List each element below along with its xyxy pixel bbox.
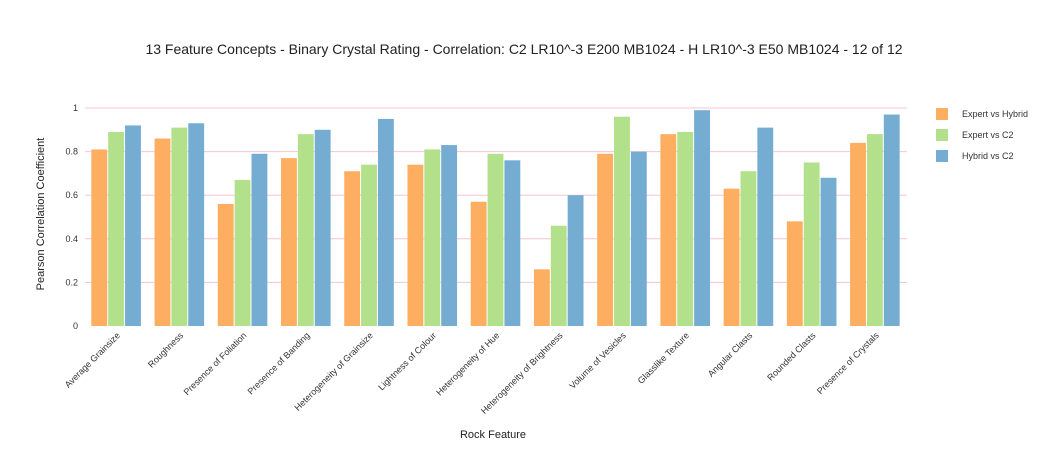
bar-expert-vs-hybrid[interactable] bbox=[470, 201, 487, 326]
x-tick-label: Average Grainsize bbox=[63, 330, 122, 389]
x-tick-label: Heterogeneity of Hue bbox=[434, 330, 501, 397]
legend-swatch[interactable] bbox=[936, 150, 948, 162]
bar-expert-vs-hybrid[interactable] bbox=[660, 134, 677, 326]
legend-label[interactable]: Expert vs C2 bbox=[962, 130, 1014, 140]
bar-hybrid-vs-c2[interactable] bbox=[441, 145, 458, 326]
y-tick-label: 0.6 bbox=[65, 190, 78, 200]
chart-title: 13 Feature Concepts - Binary Crystal Rat… bbox=[145, 41, 902, 57]
bar-expert-vs-c2[interactable] bbox=[424, 149, 441, 326]
bar-expert-vs-c2[interactable] bbox=[297, 134, 314, 326]
x-tick-label: Angular Clasts bbox=[706, 330, 755, 379]
y-tick-label: 1 bbox=[73, 103, 78, 113]
x-tick-label: Roughness bbox=[146, 330, 186, 370]
x-tick-label: Lightness of Colour bbox=[376, 330, 438, 392]
bar-expert-vs-c2[interactable] bbox=[108, 131, 125, 326]
legend-swatch[interactable] bbox=[936, 129, 948, 141]
bar-expert-vs-hybrid[interactable] bbox=[533, 269, 550, 326]
bar-expert-vs-hybrid[interactable] bbox=[850, 142, 866, 326]
bar-expert-vs-c2[interactable] bbox=[361, 164, 377, 326]
bar-expert-vs-c2[interactable] bbox=[234, 179, 251, 326]
bars bbox=[91, 110, 900, 327]
bar-expert-vs-c2[interactable] bbox=[740, 171, 757, 326]
bar-hybrid-vs-c2[interactable] bbox=[504, 160, 521, 326]
y-tick-label: 0.2 bbox=[65, 277, 78, 287]
bar-expert-vs-hybrid[interactable] bbox=[91, 149, 108, 326]
bar-expert-vs-hybrid[interactable] bbox=[597, 153, 614, 326]
x-tick-label: Presence of Banding bbox=[246, 330, 312, 396]
legend-swatch[interactable] bbox=[936, 108, 948, 120]
bar-hybrid-vs-c2[interactable] bbox=[630, 151, 647, 326]
x-tick-label: Volume of Vesicles bbox=[567, 330, 628, 391]
bar-hybrid-vs-c2[interactable] bbox=[314, 129, 331, 326]
y-axis-title: Pearson Correlation Coefficient bbox=[35, 138, 47, 291]
x-tick-label: Glasslike Texture bbox=[636, 330, 691, 385]
bar-hybrid-vs-c2[interactable] bbox=[251, 153, 268, 326]
bar-expert-vs-c2[interactable] bbox=[866, 134, 883, 326]
legend-label[interactable]: Hybrid vs C2 bbox=[962, 151, 1014, 161]
bar-hybrid-vs-c2[interactable] bbox=[125, 125, 141, 326]
bar-expert-vs-c2[interactable] bbox=[677, 131, 694, 326]
y-tick-label: 0 bbox=[73, 321, 78, 331]
bar-expert-vs-hybrid[interactable] bbox=[407, 164, 424, 326]
x-tick-label: Presence of Foliation bbox=[182, 330, 249, 397]
bar-hybrid-vs-c2[interactable] bbox=[757, 127, 774, 327]
bar-hybrid-vs-c2[interactable] bbox=[188, 123, 205, 326]
bar-hybrid-vs-c2[interactable] bbox=[820, 177, 837, 326]
bar-expert-vs-hybrid[interactable] bbox=[723, 188, 740, 326]
bar-expert-vs-c2[interactable] bbox=[171, 127, 188, 327]
bar-expert-vs-hybrid[interactable] bbox=[217, 203, 234, 326]
bar-expert-vs-c2[interactable] bbox=[803, 162, 820, 327]
legend[interactable]: Expert vs Hybrid Expert vs C2 Hybrid vs C2 bbox=[936, 108, 1028, 162]
bar-expert-vs-hybrid[interactable] bbox=[344, 171, 361, 326]
legend-label[interactable]: Expert vs Hybrid bbox=[962, 109, 1028, 119]
x-tick-label: Presence of Crystals bbox=[815, 330, 881, 396]
bar-hybrid-vs-c2[interactable] bbox=[883, 114, 900, 326]
bar-expert-vs-hybrid[interactable] bbox=[154, 138, 171, 326]
bar-expert-vs-hybrid[interactable] bbox=[281, 158, 297, 326]
y-tick-label: 0.4 bbox=[65, 234, 78, 244]
x-axis-title: Rock Feature bbox=[460, 429, 526, 441]
y-axis-ticks: 0 0.2 0.4 0.6 0.8 1 bbox=[65, 103, 78, 331]
bar-expert-vs-c2[interactable] bbox=[614, 116, 630, 326]
bar-expert-vs-hybrid[interactable] bbox=[786, 221, 803, 326]
bar-hybrid-vs-c2[interactable] bbox=[377, 118, 394, 327]
bar-expert-vs-c2[interactable] bbox=[487, 153, 504, 326]
bar-expert-vs-c2[interactable] bbox=[550, 225, 567, 326]
bar-hybrid-vs-c2[interactable] bbox=[694, 110, 710, 327]
bar-hybrid-vs-c2[interactable] bbox=[567, 195, 584, 326]
y-tick-label: 0.8 bbox=[65, 147, 78, 157]
x-tick-label: Rounded Clasts bbox=[765, 330, 818, 383]
